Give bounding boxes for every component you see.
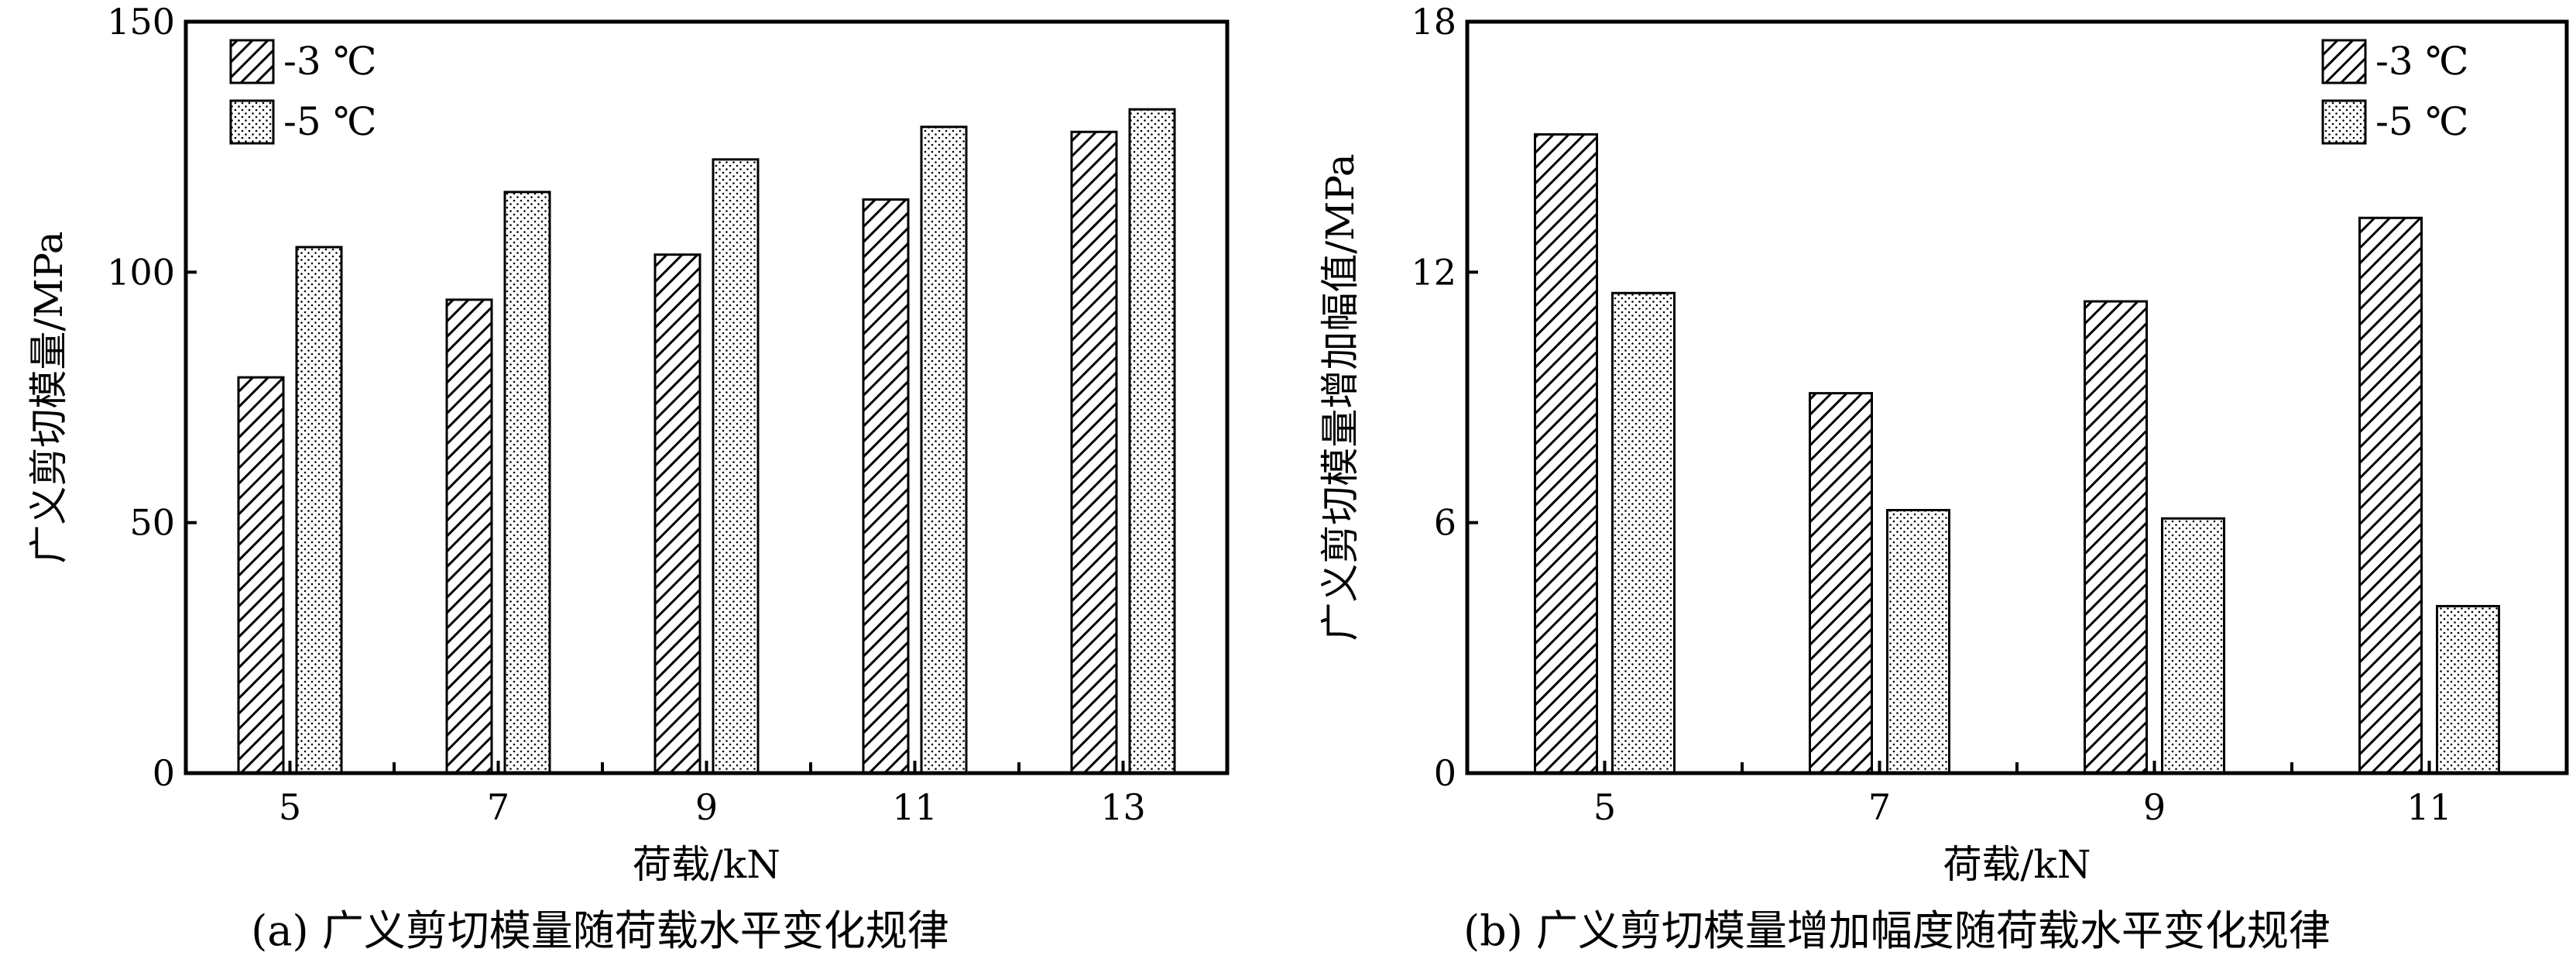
legend-swatch-minus5c: [2321, 99, 2367, 145]
y-tick-label: 50: [129, 502, 175, 544]
x-axis-title: 荷载/kN: [633, 842, 780, 887]
bar-minus5c-7: [503, 191, 551, 775]
y-tick-label: 100: [107, 251, 175, 293]
legend-label-minus5c: -5 ℃: [283, 99, 377, 144]
legend-label-minus3c: -3 ℃: [283, 39, 377, 84]
bar-minus3c-11: [862, 198, 910, 775]
x-tick-label: 7: [1868, 786, 1891, 828]
x-axis-title: 荷载/kN: [1943, 842, 2091, 887]
x-tick-label: 11: [892, 786, 938, 828]
bar-minus3c-13: [1070, 130, 1118, 775]
bar-minus5c-13: [1128, 108, 1176, 775]
y-tick-label: 18: [1411, 1, 1456, 43]
y-tick-label: 0: [153, 752, 175, 794]
bar-minus3c-7: [1809, 392, 1873, 775]
x-tick-label: 5: [1593, 786, 1616, 828]
bar-minus5c-5: [1611, 291, 1676, 775]
x-tick-label: 9: [2143, 786, 2166, 828]
x-tick-label: 13: [1100, 786, 1146, 828]
bar-minus5c-5: [295, 246, 343, 775]
y-tick-label: 6: [1434, 502, 1456, 544]
chart-a: 0 50 100 150 5 7 9 11 13 荷载/kN 广义剪切模量/MPa -3 ℃ -5 ℃: [26, 1, 1230, 887]
bar-minus3c-11: [2358, 216, 2423, 775]
bar-minus5c-9: [2161, 517, 2225, 775]
chart-b: 0 6 12 18 5 7 9 11 荷载/kN 广义剪切模量增加幅值/MPa -3 ℃ -5 ℃: [1318, 1, 2569, 887]
bar-minus5c-7: [1886, 509, 1950, 775]
bar-minus5c-11: [920, 125, 968, 775]
bar-minus5c-9: [712, 158, 760, 775]
bar-minus3c-7: [445, 298, 493, 775]
x-tick-label: 9: [695, 786, 718, 828]
legend-label-minus3c: -3 ℃: [2375, 39, 2469, 84]
y-tick-label: 12: [1411, 251, 1456, 293]
legend-swatch-minus5c: [229, 99, 275, 145]
x-tick-label: 7: [487, 786, 509, 828]
y-tick-label: 0: [1434, 752, 1456, 794]
y-axis-title: 广义剪切模量增加幅值/MPa: [1318, 153, 1363, 641]
bar-minus3c-5: [1534, 133, 1598, 775]
legend-swatch-minus3c: [2321, 39, 2367, 84]
bar-minus5c-11: [2436, 604, 2500, 775]
y-tick-label: 150: [107, 1, 175, 43]
y-axis-title: 广义剪切模量/MPa: [26, 231, 71, 563]
legend-swatch-minus3c: [229, 39, 275, 84]
x-tick-label: 5: [279, 786, 301, 828]
x-tick-label: 11: [2406, 786, 2452, 828]
legend-label-minus5c: -5 ℃: [2375, 99, 2469, 144]
caption-b: (b) 广义剪切模量增加幅度随荷载水平变化规律: [1463, 906, 2331, 955]
bar-minus3c-5: [237, 376, 285, 775]
bar-minus3c-9: [2084, 300, 2148, 775]
bar-minus3c-9: [653, 253, 701, 775]
caption-a: (a) 广义剪切模量随荷载水平变化规律: [251, 906, 949, 955]
